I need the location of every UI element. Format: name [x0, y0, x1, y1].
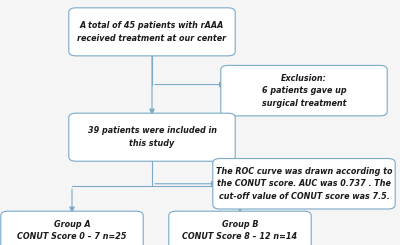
Text: A total of 45 patients with rAAA
received treatment at our center: A total of 45 patients with rAAA receive… [78, 21, 226, 43]
Text: 39 patients were included in
this study: 39 patients were included in this study [88, 126, 216, 148]
FancyBboxPatch shape [169, 211, 311, 245]
FancyBboxPatch shape [221, 65, 387, 116]
Text: Exclusion:
6 patients gave up
surgical treatment: Exclusion: 6 patients gave up surgical t… [262, 74, 346, 108]
Text: The ROC curve was drawn according to
the CONUT score. AUC was 0.737 . The
cut-of: The ROC curve was drawn according to the… [216, 167, 392, 201]
FancyBboxPatch shape [213, 159, 395, 209]
FancyBboxPatch shape [69, 113, 235, 161]
FancyBboxPatch shape [1, 211, 143, 245]
Text: Group A
CONUT Score 0 – 7 n=25: Group A CONUT Score 0 – 7 n=25 [17, 220, 127, 241]
Text: Group B
CONUT Score 8 – 12 n=14: Group B CONUT Score 8 – 12 n=14 [182, 220, 298, 241]
FancyBboxPatch shape [69, 8, 235, 56]
